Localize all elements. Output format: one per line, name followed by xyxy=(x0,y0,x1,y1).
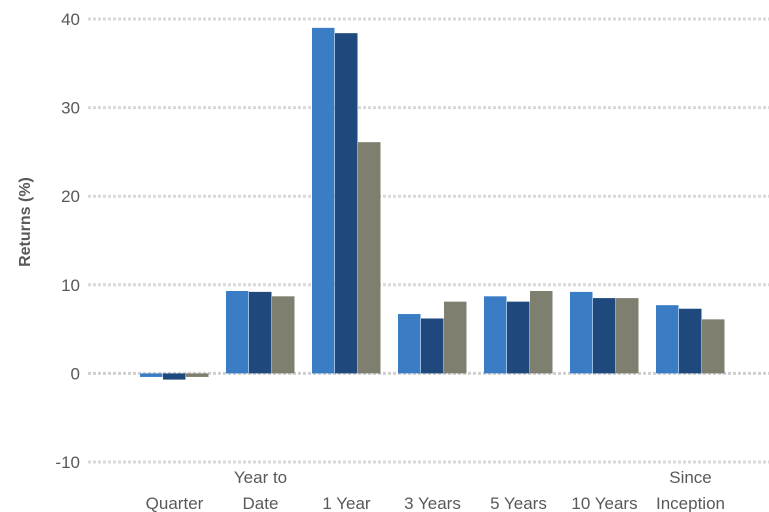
x-axis-category-labels: Quarter Year to Date 1 Year 3 Years 5 Years 10… xyxy=(146,468,725,512)
bar xyxy=(444,301,467,374)
bar xyxy=(421,318,444,374)
bar xyxy=(398,314,421,374)
x-category-label: 3 Years xyxy=(404,494,461,512)
bar xyxy=(530,291,553,374)
bar xyxy=(570,291,593,374)
bar xyxy=(140,373,163,377)
y-tick-label: 30 xyxy=(61,99,80,118)
bar xyxy=(186,373,209,377)
bar xyxy=(616,298,639,374)
x-category-label: Since Inception xyxy=(656,468,725,512)
bar xyxy=(226,291,249,374)
x-category-label: Quarter xyxy=(146,494,204,512)
y-tick-label: -10 xyxy=(55,453,80,472)
bar xyxy=(507,301,530,374)
bar xyxy=(312,27,335,374)
bar xyxy=(249,291,272,374)
y-axis-tick-labels: -10 0 10 20 30 40 xyxy=(55,10,80,472)
x-category-label: 1 Year xyxy=(322,494,371,512)
bar xyxy=(335,33,358,374)
bar xyxy=(163,373,186,380)
y-tick-label: 0 xyxy=(71,364,80,383)
y-tick-label: 20 xyxy=(61,187,80,206)
bar xyxy=(679,308,702,374)
bar xyxy=(593,298,616,374)
y-tick-label: 10 xyxy=(61,276,80,295)
bar xyxy=(702,319,725,374)
bar xyxy=(656,305,679,374)
x-category-label: Year to Date xyxy=(234,468,287,512)
bar xyxy=(484,296,507,374)
bars xyxy=(140,27,725,380)
x-category-label: 10 Years xyxy=(571,494,637,512)
bar xyxy=(358,142,381,374)
y-tick-label: 40 xyxy=(61,10,80,29)
bar xyxy=(272,296,295,374)
gridlines xyxy=(88,17,769,464)
x-category-label: 5 Years xyxy=(490,494,547,512)
y-axis-title: Returns (%) xyxy=(17,177,34,267)
